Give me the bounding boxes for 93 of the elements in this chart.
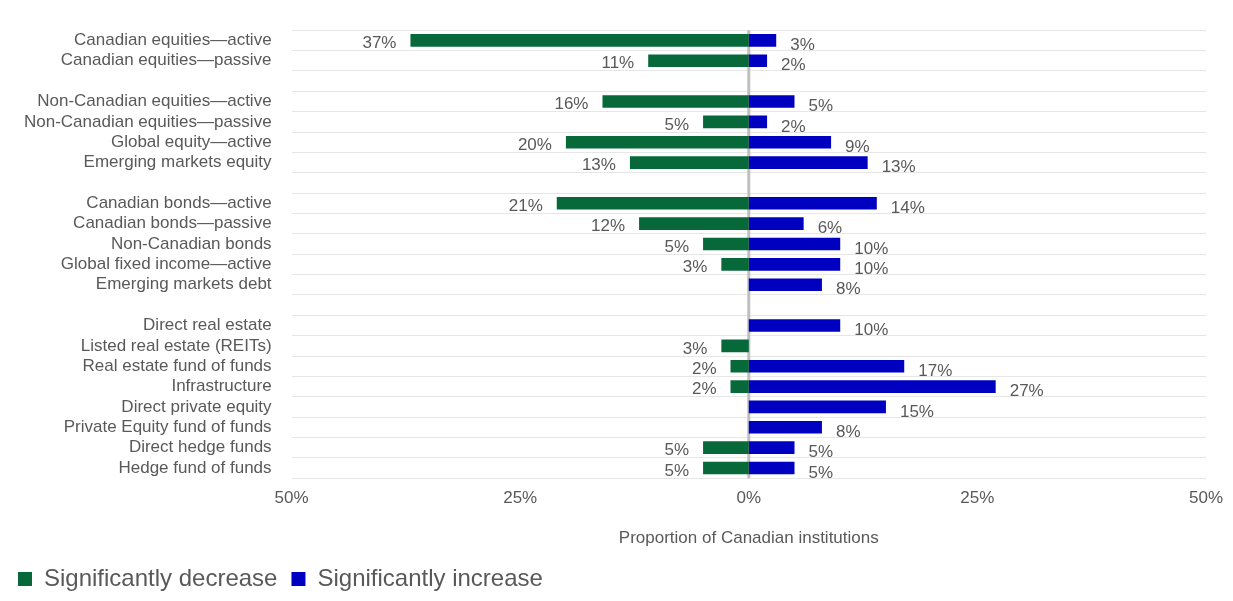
bar xyxy=(748,461,795,475)
data-label: 21% xyxy=(508,195,543,215)
data-label: 14% xyxy=(890,197,925,217)
data-label: 9% xyxy=(845,136,870,156)
bar xyxy=(556,196,749,210)
data-label: 27% xyxy=(1009,381,1044,401)
y-tick-label: Global equity—active xyxy=(110,131,272,151)
x-tick-label: 25% xyxy=(503,488,538,508)
bar xyxy=(629,156,749,169)
data-label: 5% xyxy=(664,114,690,134)
y-tick-label: Canadian bonds—active xyxy=(86,192,272,212)
y-tick-label: Direct private equity xyxy=(121,396,273,416)
data-label: 5% xyxy=(664,440,690,460)
bar xyxy=(730,359,749,373)
data-label: 2% xyxy=(781,116,806,136)
data-label: 15% xyxy=(899,401,934,421)
x-tick-label: 0% xyxy=(736,488,762,508)
y-tick-label: Canadian bonds—passive xyxy=(73,213,272,233)
y-tick-label: Non-Canadian bonds xyxy=(110,233,272,253)
bar xyxy=(748,441,795,454)
data-label: 8% xyxy=(835,279,861,299)
bar xyxy=(730,380,749,393)
y-tick-label: Real estate fund of funds xyxy=(82,355,272,375)
bar xyxy=(721,258,749,271)
data-label: 13% xyxy=(881,157,916,177)
bar xyxy=(748,34,777,47)
y-tick-label: Direct hedge funds xyxy=(128,437,272,457)
bar xyxy=(748,258,841,271)
bar xyxy=(721,339,749,353)
data-label: 2% xyxy=(691,379,717,399)
bar xyxy=(410,34,749,47)
bar xyxy=(748,217,804,230)
x-tick-label: 50% xyxy=(1188,488,1223,508)
bar xyxy=(639,217,749,230)
y-tick-label: Global fixed income—active xyxy=(60,254,272,274)
data-label: 37% xyxy=(362,33,397,53)
y-tick-label: Non-Canadian equities—passive xyxy=(23,111,272,131)
bar xyxy=(748,359,905,373)
y-tick-label: Infrastructure xyxy=(171,376,272,396)
bar xyxy=(565,135,749,149)
bar xyxy=(748,135,832,149)
bar xyxy=(748,278,822,292)
data-label: 10% xyxy=(854,320,889,340)
y-tick-label: Direct real estate xyxy=(143,315,272,335)
data-label: 2% xyxy=(781,55,806,75)
data-label: 3% xyxy=(682,338,708,358)
bar xyxy=(748,54,768,68)
bar xyxy=(703,237,749,251)
y-tick-label: Private Equity fund of funds xyxy=(63,416,272,436)
data-label: 10% xyxy=(854,259,889,279)
bar xyxy=(748,400,886,414)
bar xyxy=(703,441,749,454)
data-label: 20% xyxy=(517,134,552,154)
data-label: 10% xyxy=(854,238,889,258)
data-label: 2% xyxy=(691,358,717,378)
y-tick-label: Emerging markets debt xyxy=(95,274,272,294)
bar xyxy=(748,420,822,434)
data-label: 3% xyxy=(682,257,708,277)
bar xyxy=(748,156,868,169)
bar xyxy=(748,95,795,108)
x-axis-title: Proportion of Canadian institutions xyxy=(618,528,879,548)
data-label: 11% xyxy=(601,53,635,73)
bar xyxy=(703,461,749,475)
bar xyxy=(748,115,768,129)
bar xyxy=(748,196,877,210)
data-label: 5% xyxy=(664,236,690,256)
data-label: 5% xyxy=(664,460,690,480)
data-label: 8% xyxy=(835,421,861,441)
legend-label: Significantly decrease xyxy=(44,563,278,591)
data-label: 3% xyxy=(790,35,815,55)
bar xyxy=(748,380,996,393)
data-label: 6% xyxy=(817,218,843,238)
legend-label: Significantly increase xyxy=(317,563,543,591)
data-label: 5% xyxy=(808,462,834,482)
bar xyxy=(602,95,749,108)
data-label: 17% xyxy=(918,360,953,380)
data-label: 13% xyxy=(581,155,616,175)
y-tick-label: Canadian equities—active xyxy=(74,30,272,50)
data-label: 5% xyxy=(808,96,834,116)
bar xyxy=(748,237,841,251)
y-tick-label: Canadian equities—passive xyxy=(60,50,272,70)
y-tick-label: Non-Canadian equities—active xyxy=(37,91,272,111)
data-label: 5% xyxy=(808,442,834,462)
data-label: 16% xyxy=(554,94,589,114)
y-tick-label: Listed real estate (REITs) xyxy=(80,335,272,355)
bar xyxy=(703,115,749,129)
y-tick-label: Hedge fund of funds xyxy=(118,457,272,477)
data-label: 12% xyxy=(591,216,626,236)
bar xyxy=(748,319,841,332)
x-tick-label: 50% xyxy=(274,488,309,508)
bar xyxy=(648,54,749,68)
x-tick-label: 25% xyxy=(960,488,995,508)
y-tick-label: Emerging markets equity xyxy=(83,152,273,172)
